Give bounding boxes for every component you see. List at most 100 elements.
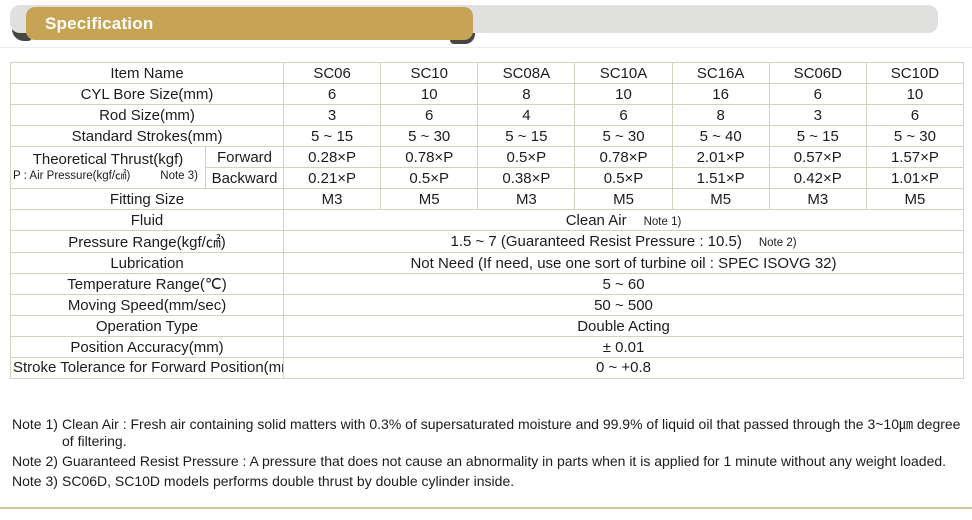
cell-value: 0.38×P [477,167,576,189]
cell-value: 2.01×P [671,146,770,168]
cell-value: 5 ~ 30 [574,125,673,147]
cell-value: 0.5×P [477,146,576,168]
row-label: Fitting Size [9,188,285,210]
cell-value: 10 [380,83,479,105]
cell-value: 16 [671,83,770,105]
cell-value: 1.01×P [865,167,965,189]
cell-value: 0.42×P [768,167,867,189]
cell-value: 0.5×P [380,167,479,189]
section-banner: Specification [0,0,972,48]
row-thrust-forward: Theoretical Thrust(kgf) P : Air Pressure… [10,146,965,189]
merged-cell: ± 0.01 [283,336,964,358]
footnote-2: Note 2) Guaranteed Resist Pressure : A p… [12,453,968,470]
cell-value: 5 ~ 15 [768,125,867,147]
cell-value: 5 ~ 15 [283,125,382,147]
row-label: Temperature Range(℃) [9,273,285,295]
row-label: Lubrication [9,252,285,274]
thrust-label-line1: Theoretical Thrust(kgf) [32,151,184,169]
row-temperature-range: Temperature Range(℃) 5 ~ 60 [9,273,964,295]
model-header-sc10: SC10 [380,62,479,84]
row-pressure-range: Pressure Range(kgf/㎠) 1.5 ~ 7 (Guarantee… [9,230,964,253]
cell-value: M5 [865,188,965,210]
cell-value: 8 [671,104,770,126]
item-name-header: Item Name [9,62,285,84]
specification-table: Item Name SC06 SC10 SC08A SC10A SC16A SC… [9,62,965,379]
cell-value: 1.51×P [671,167,770,189]
note-ref: Note 2) [758,237,797,249]
thrust-pressure-legend: P : Air Pressure(kgf/㎠) [13,169,131,182]
cell-value: 0.78×P [574,146,673,168]
footnote-1: Note 1) Clean Air : Fresh air containing… [12,416,968,450]
merged-cell: Not Need (If need, use one sort of turbi… [283,252,964,274]
row-rod-size: Rod Size(mm) 3 6 4 6 8 3 6 [9,104,965,126]
cell-value: 0.78×P [380,146,479,168]
bottom-divider [0,507,972,509]
cell-value: 4 [477,104,576,126]
model-header-sc16a: SC16A [671,62,770,84]
cell-value: 3 [768,104,867,126]
cell-value: M3 [768,188,867,210]
table-header-row: Item Name SC06 SC10 SC08A SC10A SC16A SC… [9,62,965,84]
cell-value: M3 [283,188,382,210]
thrust-direction-backward: Backward [204,167,285,189]
cell-value: 5 ~ 40 [671,125,770,147]
row-operation-type: Operation Type Double Acting [9,315,964,337]
footnote-prefix: Note 2) [12,453,58,469]
cell-value: M3 [477,188,576,210]
cell-value: 10 [865,83,965,105]
row-position-accuracy: Position Accuracy(mm) ± 0.01 [9,336,964,358]
section-title: Specification [45,13,154,33]
row-label: Position Accuracy(mm) [9,336,285,358]
thrust-row-label: Theoretical Thrust(kgf) P : Air Pressure… [10,146,206,189]
model-header-sc10a: SC10A [574,62,673,84]
row-thrust-backward: Backward 0.21×P 0.5×P 0.38×P 0.5×P 1.51×… [11,167,965,189]
row-label: Fluid [9,209,285,231]
cell-value: 0.57×P [768,146,867,168]
model-header-sc06: SC06 [283,62,382,84]
cell-value: 3 [283,104,382,126]
merged-cell: 5 ~ 60 [283,273,964,295]
cell-value: 6 [283,83,382,105]
row-standard-strokes: Standard Strokes(mm) 5 ~ 15 5 ~ 30 5 ~ 1… [9,125,965,147]
row-stroke-tolerance: Stroke Tolerance for Forward Position(mm… [9,357,964,379]
cell-value: 6 [865,104,965,126]
cell-value: 6 [380,104,479,126]
footnotes: Note 1) Clean Air : Fresh air containing… [12,416,968,493]
model-header-sc10d: SC10D [865,62,965,84]
footnote-text: Clean Air : Fresh air containing solid m… [62,416,961,449]
merged-cell: Double Acting [283,315,964,337]
footnote-prefix: Note 3) [12,473,58,489]
row-fitting-size: Fitting Size M3 M5 M3 M5 M5 M3 M5 [9,188,965,210]
cell-value: M5 [671,188,770,210]
row-cyl-bore-size: CYL Bore Size(mm) 6 10 8 10 16 6 10 [9,83,965,105]
merged-cell: 0 ~ +0.8 [283,357,964,379]
row-label: CYL Bore Size(mm) [9,83,285,105]
merged-cell: 1.5 ~ 7 (Guaranteed Resist Pressure : 10… [283,230,964,253]
cell-value: 5 ~ 30 [865,125,965,147]
cell-value: 6 [768,83,867,105]
row-lubrication: Lubrication Not Need (If need, use one s… [9,252,964,274]
row-moving-speed: Moving Speed(mm/sec) 50 ~ 500 [9,294,964,316]
footnote-prefix: Note 1) [12,416,58,432]
cell-value: M5 [380,188,479,210]
thrust-note-ref: Note 3) [160,169,198,182]
merged-cell: 50 ~ 500 [283,294,964,316]
banner-gold-tab: Specification [26,7,473,40]
row-label: Stroke Tolerance for Forward Position(mm… [9,357,285,379]
merged-cell: Clean Air Note 1) [283,209,964,231]
cell-value: 5 ~ 30 [380,125,479,147]
row-label: Moving Speed(mm/sec) [9,294,285,316]
row-fluid: Fluid Clean Air Note 1) [9,209,964,231]
cell-value: 8 [477,83,576,105]
note-ref: Note 1) [643,215,682,228]
thrust-label-line2: P : Air Pressure(kgf/㎠) Note 3) [13,170,203,183]
model-header-sc06d: SC06D [768,62,867,84]
cell-value: M5 [574,188,673,210]
model-header-sc08a: SC08A [477,62,576,84]
cell-value: Clean Air [565,211,627,229]
footnote-3: Note 3) SC06D, SC10D models performs dou… [12,473,968,490]
cell-value: 1.57×P [865,146,965,168]
cell-value: 10 [574,83,673,105]
footnote-text: SC06D, SC10D models performs double thru… [62,473,515,489]
row-label: Rod Size(mm) [9,104,285,126]
